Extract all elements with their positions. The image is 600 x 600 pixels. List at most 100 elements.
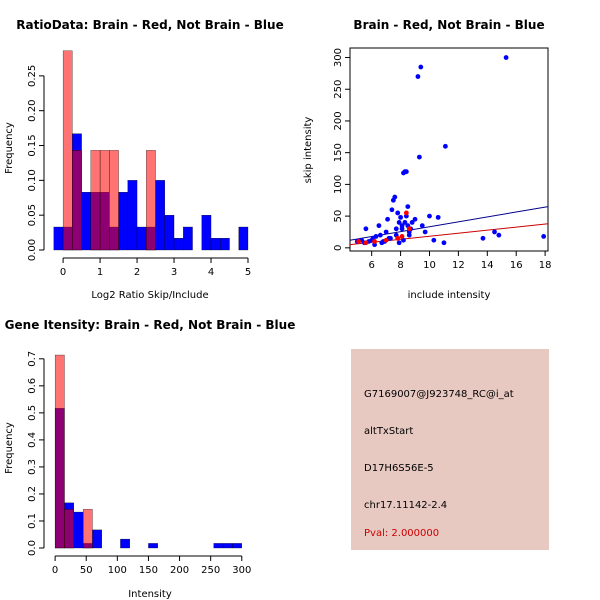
scatter-point-not-brain-11 [383, 229, 389, 235]
scatter-x-axis: 6 8 10 12 14 16 18 [368, 251, 551, 271]
intensity-x-tick-label-3: 150 [139, 565, 158, 576]
ratio-bar-not-brain-18 [220, 238, 230, 251]
scatter-point-not-brain-3 [363, 226, 369, 232]
scatter-panel: Brain - Red, Not Brain - Blue include in… [303, 18, 551, 301]
scatter-point-not-brain-35 [427, 213, 432, 219]
intensity-bar-not-brain-7 [120, 538, 130, 549]
intensity-bar-brain-0 [54, 354, 65, 549]
scatter-point-not-brain-30 [415, 74, 421, 79]
ratio-bar-brain-4 [90, 150, 101, 251]
ratio-x-tick-label-5: 5 [245, 267, 251, 278]
scatter-x-tick-label-6: 18 [539, 260, 552, 271]
scatter-point-brain-1 [363, 240, 369, 246]
scatter-x-tick-label-0: 6 [368, 260, 374, 271]
scatter-point-not-brain-37 [435, 214, 441, 220]
scatter-point-not-brain-40 [480, 235, 486, 241]
ratio-histogram-title: RatioData: Brain - Red, Not Brain - Blue [16, 18, 283, 32]
ratio-bar-not-brain-17 [210, 238, 221, 251]
scatter-point-brain-6 [403, 210, 409, 216]
probe-id-text: G7169007@J923748_RC@i_at [364, 389, 514, 400]
ratio-bar-not-brain-14 [183, 226, 193, 251]
scatter-x-tick-label-4: 14 [481, 260, 494, 271]
ratio-histogram-x-axis: 0 1 2 3 4 5 [60, 257, 251, 278]
pval-text: Pval: 2.000000 [364, 528, 439, 539]
scatter-point-not-brain-56 [379, 240, 385, 246]
ratio-x-tick-label-0: 0 [60, 267, 66, 278]
scatter-point-brain-5 [399, 234, 405, 239]
intensity-bar-not-brain-18 [222, 543, 233, 549]
scatter-x-tick-label-3: 12 [452, 260, 465, 271]
scatter-plot-frame [349, 47, 549, 252]
scatter-point-not-brain-19 [396, 220, 402, 225]
scatter-title: Brain - Red, Not Brain - Blue [353, 18, 544, 32]
ratio-histogram-ylabel: Frequency [4, 122, 15, 174]
scatter-point-not-brain-47 [396, 240, 402, 246]
scatter-point-not-brain-34 [422, 229, 428, 235]
scatter-point-not-brain-28 [409, 220, 415, 225]
intensity-histogram-x-axis: 0 50 100 150 200 250 300 [52, 555, 251, 576]
intensity-y-tick-label-0: 0.0 [27, 540, 38, 556]
scatter-point-brain-7 [406, 226, 412, 232]
intensity-bar-not-brain-19 [232, 543, 242, 549]
scatter-points [354, 55, 547, 248]
scatter-point-brain-0 [356, 239, 362, 244]
scatter-point-not-brain-33 [419, 223, 425, 229]
scatter-point-not-brain-7 [373, 234, 379, 239]
scatter-point-not-brain-41 [492, 229, 497, 235]
ratio-bar-not-brain-16 [201, 215, 212, 251]
intensity-y-tick-label-7: 0.7 [27, 351, 38, 367]
ratio-bar-not-brain-8 [127, 180, 138, 251]
intensity-x-tick-label-6: 300 [232, 565, 251, 576]
ratio-bar-not-brain-3 [81, 192, 91, 251]
intensity-bar-not-brain-2 [73, 511, 84, 549]
ratio-bar-not-brain-9 [136, 226, 147, 251]
ratio-histogram-bars [53, 50, 249, 251]
scatter-x-tick-label-2: 10 [423, 260, 436, 271]
intensity-histogram-ylabel: Frequency [4, 422, 15, 474]
scatter-y-tick-label-2: 100 [333, 175, 344, 194]
scatter-point-not-brain-39 [442, 143, 448, 149]
scatter-point-not-brain-53 [399, 226, 405, 232]
scatter-x-tick-label-1: 8 [397, 260, 403, 271]
event-type-text: altTxStart [364, 426, 413, 437]
ratio-x-tick-label-3: 3 [171, 267, 177, 278]
location-text: chr17.11142-2.4 [364, 500, 447, 511]
intensity-x-tick-label-0: 0 [52, 565, 58, 576]
intensity-y-tick-label-6: 0.6 [27, 378, 38, 394]
intensity-y-tick-label-4: 0.4 [27, 432, 38, 448]
ratio-x-tick-label-1: 1 [97, 267, 103, 278]
intensity-x-tick-label-5: 250 [201, 565, 220, 576]
ratio-y-tick-label-4: 0.20 [27, 100, 38, 122]
scatter-ylabel: skip intensity [303, 117, 314, 184]
scatter-point-not-brain-24 [403, 169, 409, 175]
intensity-bar-not-brain-4 [92, 529, 102, 549]
scatter-point-not-brain-16 [392, 194, 398, 200]
ratio-bar-brain-5 [99, 150, 110, 251]
info-panel: G7169007@J923748_RC@i_at altTxStart D17H… [351, 349, 549, 550]
ratio-bar-brain-10 [146, 150, 156, 251]
scatter-point-not-brain-43 [503, 55, 509, 60]
scatter-point-not-brain-20 [398, 214, 403, 220]
scatter-y-axis: 0 50 100 150 200 250 300 [333, 48, 350, 251]
scatter-fit-line-0 [349, 206, 549, 241]
scatter-point-not-brain-29 [412, 216, 418, 222]
scatter-point-brain-2 [372, 239, 377, 244]
intensity-histogram-y-axis: 0.0 0.1 0.2 0.3 0.4 0.5 0.6 0.7 [27, 351, 45, 556]
intensity-y-tick-label-1: 0.1 [27, 513, 38, 529]
intensity-x-tick-label-2: 100 [108, 565, 127, 576]
scatter-point-not-brain-48 [402, 220, 408, 225]
ratio-bar-not-brain-20 [238, 226, 249, 251]
scatter-point-not-brain-36 [431, 237, 437, 243]
scatter-point-not-brain-17 [393, 226, 399, 232]
ratio-histogram-xlabel: Log2 Ratio Skip/Include [91, 290, 208, 301]
intensity-histogram-title: Gene Itensity: Brain - Red, Not Brain - … [5, 318, 296, 332]
scatter-y-tick-label-4: 200 [333, 111, 344, 130]
ratio-y-tick-label-1: 0.05 [27, 204, 38, 226]
ratio-histogram-y-axis: 0.00 0.05 0.10 0.15 0.20 0.25 [27, 65, 45, 261]
intensity-histogram-xlabel: Intensity [128, 589, 172, 600]
intensity-bar-brain-3 [82, 509, 93, 549]
scatter-y-tick-label-0: 0 [333, 245, 344, 251]
ratio-bar-not-brain-7 [118, 192, 128, 251]
ratio-y-tick-label-3: 0.15 [27, 134, 38, 156]
